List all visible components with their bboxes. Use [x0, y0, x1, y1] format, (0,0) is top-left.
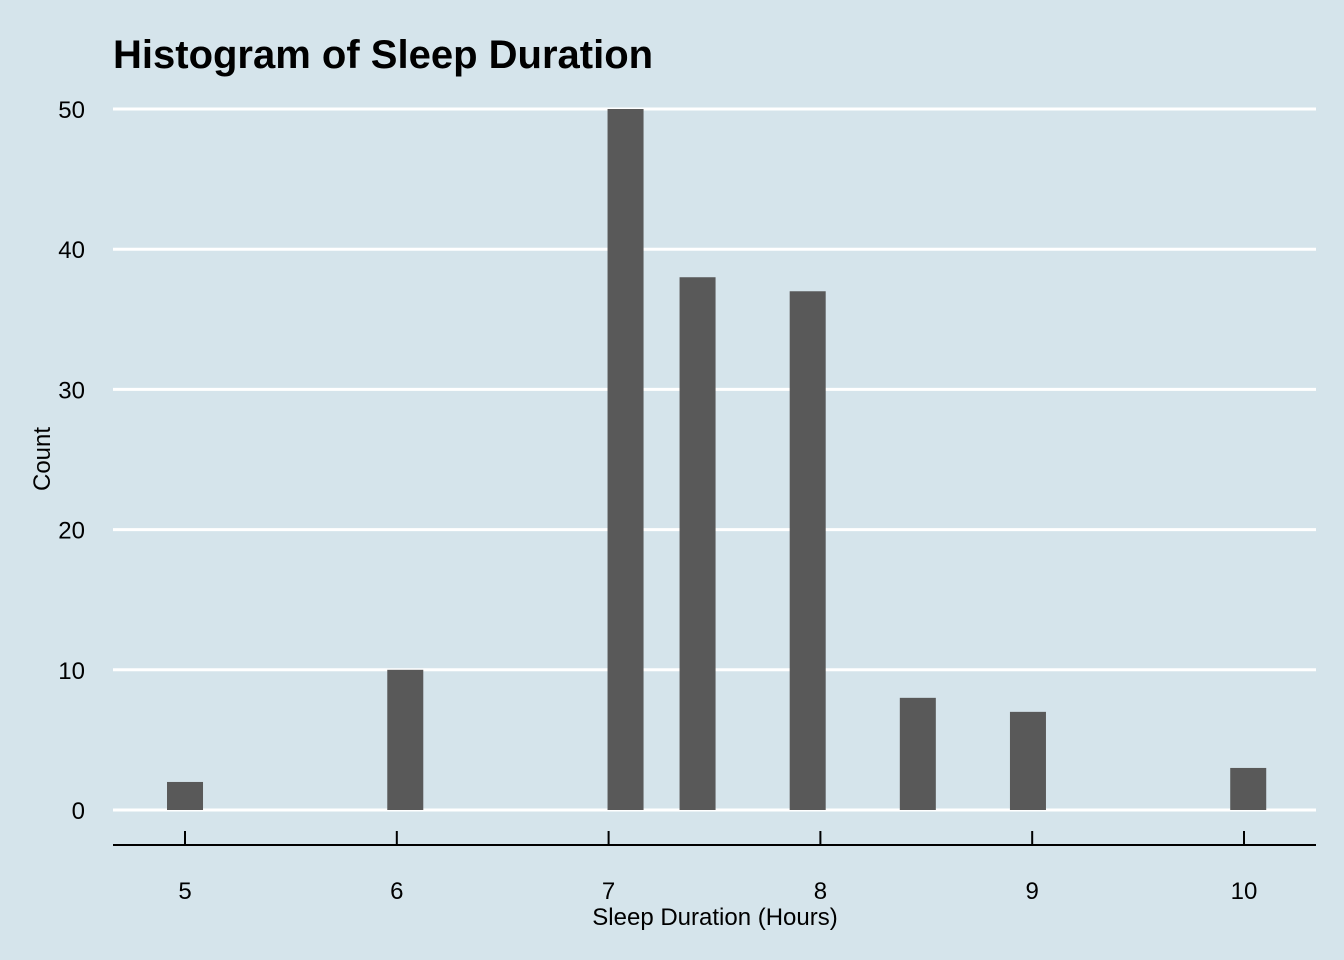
- x-axis-title: Sleep Duration (Hours): [592, 904, 837, 931]
- y-axis-title: Count: [29, 427, 56, 491]
- x-ticks: 5 6 7 8 9 10: [178, 831, 1257, 905]
- bar-3: [679, 277, 716, 810]
- x-tick-label-5: 5: [178, 878, 191, 905]
- bar-1: [387, 669, 424, 810]
- x-tick-label-10: 10: [1231, 878, 1258, 905]
- y-tick-label-50: 50: [58, 97, 85, 124]
- bar-7: [1230, 767, 1267, 810]
- x-tick-label-7: 7: [602, 878, 615, 905]
- y-tick-label-10: 10: [58, 658, 85, 685]
- bar-4: [789, 291, 826, 810]
- bar-5: [899, 697, 936, 810]
- x-tick-label-6: 6: [390, 878, 403, 905]
- y-tick-label-40: 40: [58, 237, 85, 264]
- bar-0: [167, 781, 204, 810]
- bar-2: [607, 109, 644, 810]
- y-tick-label-20: 20: [58, 518, 85, 545]
- x-tick-label-9: 9: [1026, 878, 1039, 905]
- y-tick-label-0: 0: [72, 798, 85, 825]
- x-tick-label-8: 8: [814, 878, 827, 905]
- y-tick-label-30: 30: [58, 377, 85, 404]
- y-tick-labels: 0 10 20 30 40 50: [58, 97, 85, 825]
- bar-6: [1009, 711, 1046, 810]
- bars: [167, 109, 1267, 810]
- chart-title: Histogram of Sleep Duration: [113, 33, 653, 77]
